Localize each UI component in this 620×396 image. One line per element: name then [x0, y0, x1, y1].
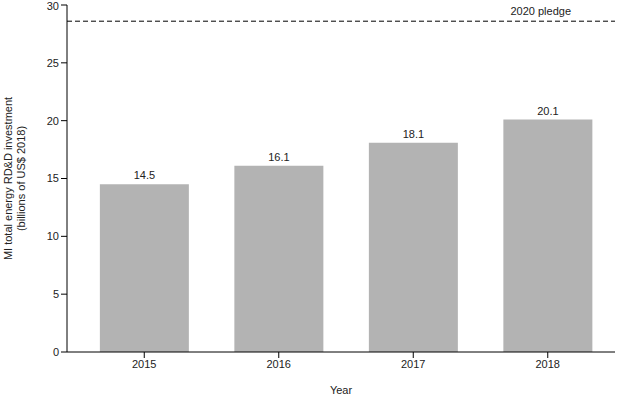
svg-text:MI total energy RD&D investmen: MI total energy RD&D investment(billions…: [8, 97, 27, 260]
svg-text:2018: 2018: [536, 358, 560, 370]
svg-text:20.1: 20.1: [537, 105, 558, 117]
svg-text:14.5: 14.5: [134, 169, 155, 181]
svg-text:2015: 2015: [132, 358, 156, 370]
svg-text:16.1: 16.1: [268, 151, 289, 163]
svg-text:15: 15: [47, 172, 59, 184]
svg-text:18.1: 18.1: [403, 128, 424, 140]
svg-text:5: 5: [53, 288, 59, 300]
svg-text:2020 pledge: 2020 pledge: [510, 5, 571, 17]
svg-text:2016: 2016: [267, 358, 291, 370]
svg-text:25: 25: [47, 57, 59, 69]
svg-text:10: 10: [47, 230, 59, 242]
svg-text:30: 30: [47, 0, 59, 12]
svg-text:2017: 2017: [401, 358, 425, 370]
svg-text:20: 20: [47, 115, 59, 127]
svg-text:0: 0: [53, 346, 59, 358]
svg-text:Year: Year: [330, 384, 353, 396]
